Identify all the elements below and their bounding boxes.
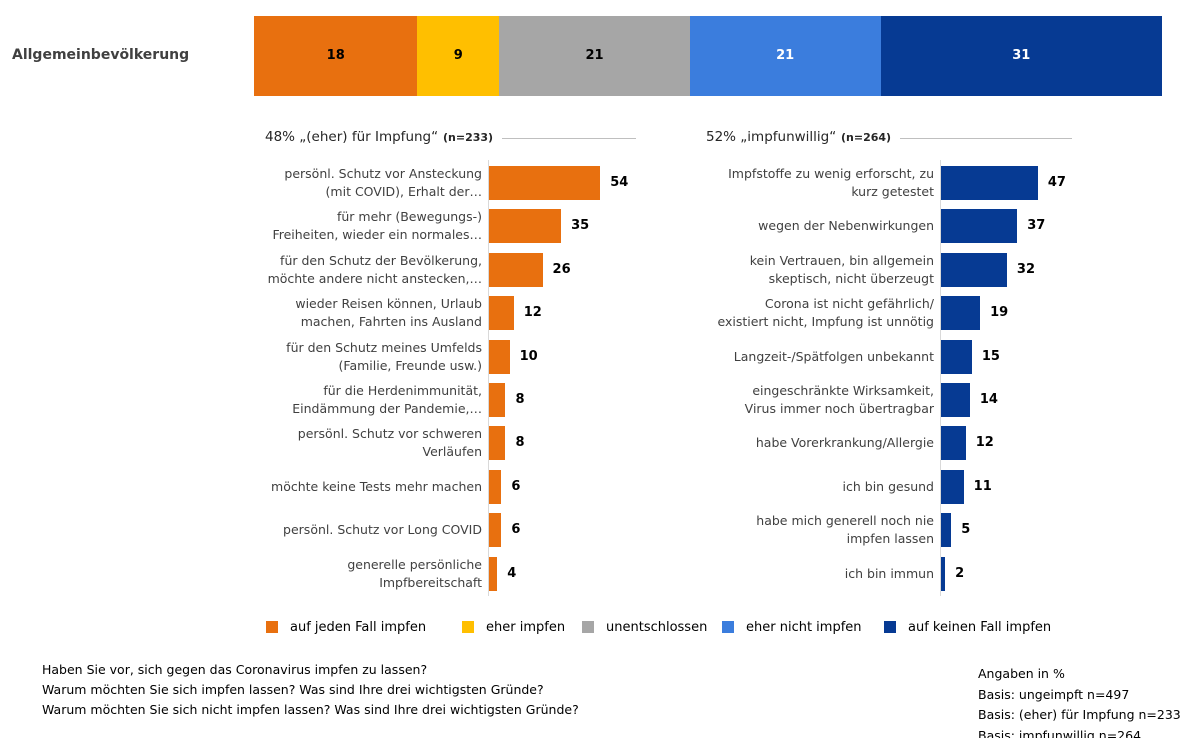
bar (489, 469, 502, 504)
chart-title: 48% „(eher) für Impfung“ (265, 129, 439, 145)
chart-subtitle: (n=264) (841, 131, 892, 144)
row-label: Allgemeinbevölkerung (12, 47, 190, 63)
bar-segment (417, 16, 500, 96)
bar (941, 209, 1018, 244)
category-label: habe mich generell noch nie impfen lasse… (756, 513, 934, 547)
chart-title: 52% „impfunwillig“ (706, 129, 837, 145)
bar (941, 513, 952, 548)
question-note: Warum möchten Sie sich impfen lassen? Wa… (42, 682, 544, 697)
value-label: 11 (973, 478, 992, 494)
category-label: ich bin immun (844, 565, 934, 581)
bar (941, 469, 964, 504)
bar (489, 339, 510, 374)
category-label: Langzeit-/Spätfolgen unbekannt (733, 348, 934, 364)
bar (489, 252, 543, 287)
value-label: 5 (961, 522, 971, 538)
question-note: Haben Sie vor, sich gegen das Coronaviru… (42, 662, 428, 677)
legend-label: eher nicht impfen (746, 620, 862, 635)
basis-note: Angaben in % (978, 666, 1065, 681)
category-label: wieder Reisen können, Urlaub machen, Fah… (295, 296, 482, 330)
legend-label: unentschlossen (606, 620, 708, 635)
category-label: kein Vertrauen, bin allgemein skeptisch,… (749, 252, 934, 286)
bar-segment (689, 16, 881, 96)
bar-segment (880, 16, 1162, 96)
category-label: für die Herdenimmunität, Eindämmung der … (292, 383, 482, 416)
legend-label: auf keinen Fall impfen (908, 620, 1052, 635)
value-label: 14 (979, 392, 998, 407)
category-label: generelle persönliche Impfbereitschaft (347, 556, 482, 590)
category-label: wegen der Nebenwirkungen (758, 218, 934, 234)
bar (489, 513, 502, 548)
value-label: 8 (515, 435, 525, 451)
question-note: Warum möchten Sie sich nicht impfen lass… (42, 702, 579, 717)
category-label: für den Schutz der Bevölkerung, möchte a… (267, 252, 482, 286)
axis-line (488, 160, 489, 596)
value-label: 19 (990, 305, 1009, 321)
bar (941, 296, 981, 331)
bar (941, 556, 946, 591)
value-label: 15 (981, 348, 1000, 364)
bar (489, 296, 514, 331)
value-label: 4 (507, 565, 517, 581)
value-label: 12 (523, 305, 542, 321)
title-rule (900, 138, 1072, 139)
value-label: 10 (519, 348, 538, 364)
category-label: möchte keine Tests mehr machen (271, 478, 482, 494)
bar (941, 426, 966, 461)
value-label: 35 (571, 218, 590, 234)
value-label: 6 (511, 478, 521, 494)
legend-swatch (266, 621, 278, 633)
value-label: 12 (975, 435, 994, 451)
category-label: persönl. Schutz vor Long COVID (283, 522, 482, 538)
legend-swatch (462, 621, 474, 633)
basis-note: Basis: (eher) für Impfung n=233 (978, 707, 1181, 722)
category-label: habe Vorerkrankung/Allergie (755, 435, 934, 451)
bar (489, 383, 506, 417)
bar-segment (499, 16, 690, 96)
axis-line (940, 160, 941, 596)
value-label: 26 (552, 261, 571, 277)
value-label: 47 (1047, 175, 1066, 190)
bar (941, 339, 972, 374)
bar (941, 383, 970, 417)
legend-label: auf jeden Fall impfen (290, 620, 427, 635)
basis-note: Basis: ungeimpft n=497 (978, 686, 1130, 702)
category-label: ich bin gesund (842, 478, 934, 494)
category-label: eingeschränkte Wirksamkeit, Virus immer … (744, 383, 934, 416)
legend-label: eher impfen (486, 620, 566, 635)
category-label: für mehr (Bewegungs-) Freiheiten, wieder… (272, 209, 482, 243)
bar-segment (254, 16, 418, 96)
bar (489, 209, 562, 244)
segment-label: 18 (326, 48, 345, 63)
bar (489, 556, 498, 591)
chart-subtitle: (n=233) (443, 131, 494, 144)
value-label: 2 (955, 565, 965, 581)
basis-note: Basis: impfunwillig n=264 (978, 727, 1142, 738)
value-label: 32 (1016, 261, 1035, 277)
segment-label: 21 (585, 48, 604, 63)
segment-label: 31 (1012, 48, 1031, 63)
legend-swatch (582, 621, 594, 633)
category-label: persönl. Schutz vor Ansteckung (mit COVI… (284, 166, 482, 199)
value-label: 6 (511, 522, 521, 538)
bar (489, 166, 601, 200)
segment-label: 21 (776, 48, 795, 63)
category-label: Corona ist nicht gefährlich/ existiert n… (717, 296, 934, 330)
value-label: 54 (610, 175, 629, 190)
category-label: Impfstoffe zu wenig erforscht, zu kurz g… (728, 166, 934, 199)
value-label: 37 (1027, 218, 1046, 234)
legend-swatch (722, 621, 734, 633)
value-label: 8 (515, 392, 525, 407)
segment-label: 9 (453, 48, 463, 63)
category-label: für den Schutz meines Umfelds (Familie, … (286, 339, 482, 373)
bar (941, 252, 1007, 287)
category-label: persönl. Schutz vor schweren Verläufen (297, 426, 482, 460)
title-rule (502, 138, 636, 139)
bar (489, 426, 506, 461)
legend-swatch (884, 621, 896, 633)
bar (941, 166, 1038, 200)
